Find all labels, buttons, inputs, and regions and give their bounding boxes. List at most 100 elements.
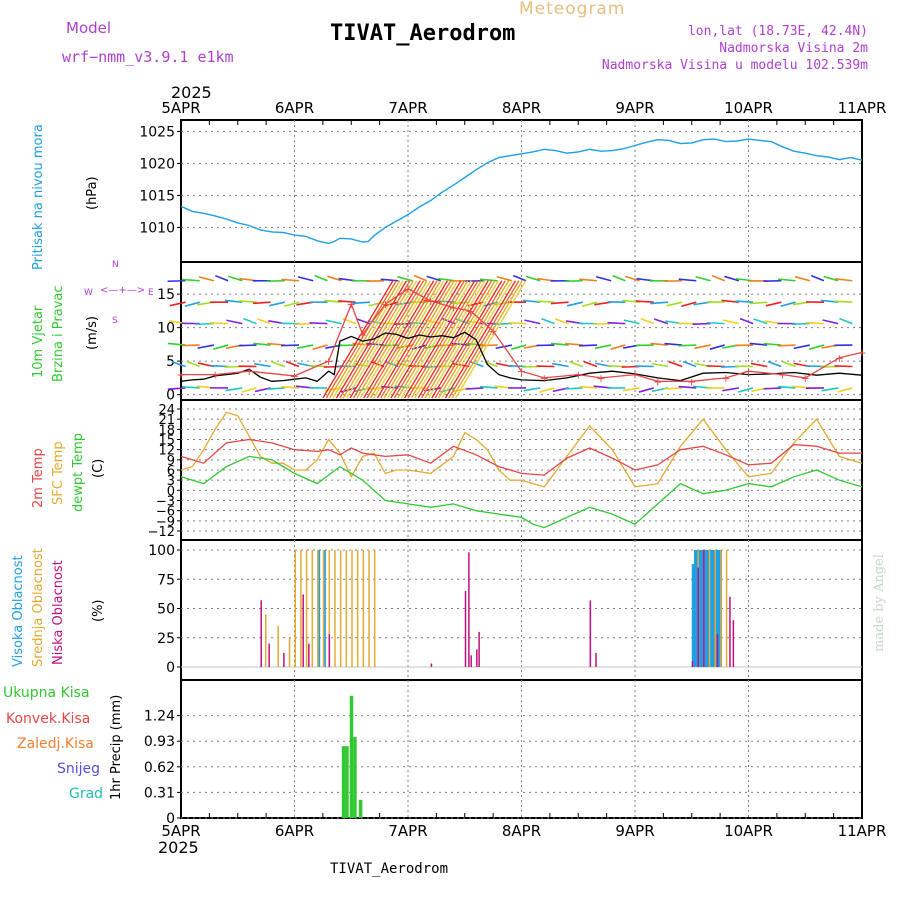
cloud-bar (373, 550, 376, 667)
wind-arrow (635, 300, 654, 303)
cloud-bar (283, 652, 285, 667)
wind-arrow (225, 387, 243, 392)
wind-arrow (213, 344, 229, 350)
strong-wind-stroke (363, 280, 435, 399)
lonlat-label: lon,lat (18.73E, 42.4N) (687, 24, 868, 39)
wind-arrow (782, 360, 796, 368)
cloud-bar (464, 590, 467, 667)
cloud-bar (703, 550, 705, 667)
wind-arrow (253, 362, 271, 368)
elevation-label: Nadmorska Visina 2m (719, 41, 868, 56)
wind-arrow (181, 344, 200, 347)
strong-wind-stroke (387, 280, 459, 399)
wind-arrow (780, 301, 796, 307)
wind-arrow (594, 344, 612, 350)
wind-gust-marker: + (426, 295, 435, 308)
model-label: Model (66, 19, 112, 37)
wind-arrow (167, 387, 186, 390)
wind-arrow (413, 274, 428, 282)
y-tick-label: 0.62 (144, 760, 175, 776)
wind-arrow (664, 387, 683, 390)
wind-arrow (479, 278, 498, 282)
wind-arrow (692, 322, 711, 326)
cloud-bar (277, 626, 279, 667)
wind-arrow (181, 278, 200, 282)
wind-arrow (337, 344, 356, 347)
cloud-bar (308, 643, 310, 667)
strong-wind-stroke (455, 280, 527, 399)
wind-arrow (465, 387, 484, 390)
wind-gust-marker: + (630, 369, 639, 382)
wind-gust-marker: + (721, 372, 730, 385)
wind-arrow (765, 301, 782, 307)
y-tick-label: 18 (158, 423, 175, 438)
y-tick-label: 15 (157, 287, 175, 303)
strong-wind-stroke (400, 280, 472, 399)
cloud-bar (691, 564, 695, 667)
wind-arrow (324, 299, 342, 303)
strong-wind-stroke (427, 280, 499, 399)
wind-arrow (579, 278, 598, 282)
wind-arrow (226, 319, 243, 325)
wind-arrow (252, 301, 271, 305)
wind-arrow (256, 318, 271, 325)
y-tick-label: 1025 (139, 124, 175, 140)
y-tick-label: 0 (166, 388, 175, 404)
wind-arrow (512, 274, 527, 282)
wind-arrow (767, 360, 782, 368)
strong-wind-stroke (410, 280, 482, 399)
wind-arrow (186, 360, 201, 368)
cloud-bar (691, 661, 694, 667)
wind-gust-marker: + (489, 325, 498, 338)
legend-hail: Grad (69, 786, 104, 802)
compass-east-label: E (148, 288, 154, 298)
sfc-temp-line (180, 411, 863, 488)
strong-wind-stroke (346, 280, 418, 399)
strong-wind-stroke (424, 280, 496, 399)
wind-arrow (271, 361, 286, 368)
compass-arrows: <—+—> (100, 285, 146, 296)
wind-arrow (682, 360, 697, 368)
x-tick-label-bottom: 7APR (388, 822, 427, 840)
wind-gust-marker: + (244, 365, 253, 378)
wind-arrow (567, 301, 583, 307)
wind-arrow (508, 321, 527, 325)
wind-gust-marker: + (687, 375, 696, 388)
wind-arrow (749, 301, 768, 305)
cloud-bar (311, 550, 314, 667)
wind-arrow (197, 344, 215, 349)
y-tick-label: 75 (157, 572, 175, 588)
wind-arrow (241, 387, 257, 393)
cloud-bar (697, 567, 699, 667)
cloud-bar (430, 663, 433, 667)
wind-arrow (368, 301, 385, 307)
wind-arrow (664, 342, 683, 346)
wind-arrow (224, 299, 243, 303)
y-tick-label: 24 (158, 403, 175, 418)
wind-arrow (210, 322, 229, 325)
wind-arrow (397, 276, 413, 282)
wind-arrow (809, 344, 825, 350)
precip-bar (349, 695, 354, 818)
wind-arrow (793, 344, 810, 350)
wind-gust-marker: + (540, 372, 549, 385)
wind-arrow (238, 344, 257, 347)
strong-wind-stroke (339, 280, 411, 399)
wind-arrow (678, 344, 697, 347)
wind-arrow (314, 274, 328, 282)
wind-arrow (837, 387, 853, 393)
wind-arrow (593, 322, 612, 326)
compass-north-label: N (112, 260, 119, 270)
y-tick-label: 0 (166, 660, 175, 676)
cloud-bar (589, 600, 592, 667)
cloud-bar (356, 550, 359, 667)
cloud-bar (339, 550, 342, 667)
y-tick-label: 10 (157, 321, 175, 337)
x-tick-label-top: 10APR (724, 99, 773, 117)
strong-wind-stroke (359, 280, 431, 399)
year-bottom: 2025 (158, 838, 199, 857)
wind-arrow (823, 275, 839, 282)
wind-arrow (281, 344, 300, 347)
wind-arrow (581, 301, 598, 308)
x-tick-label-top: 7APR (388, 99, 427, 117)
